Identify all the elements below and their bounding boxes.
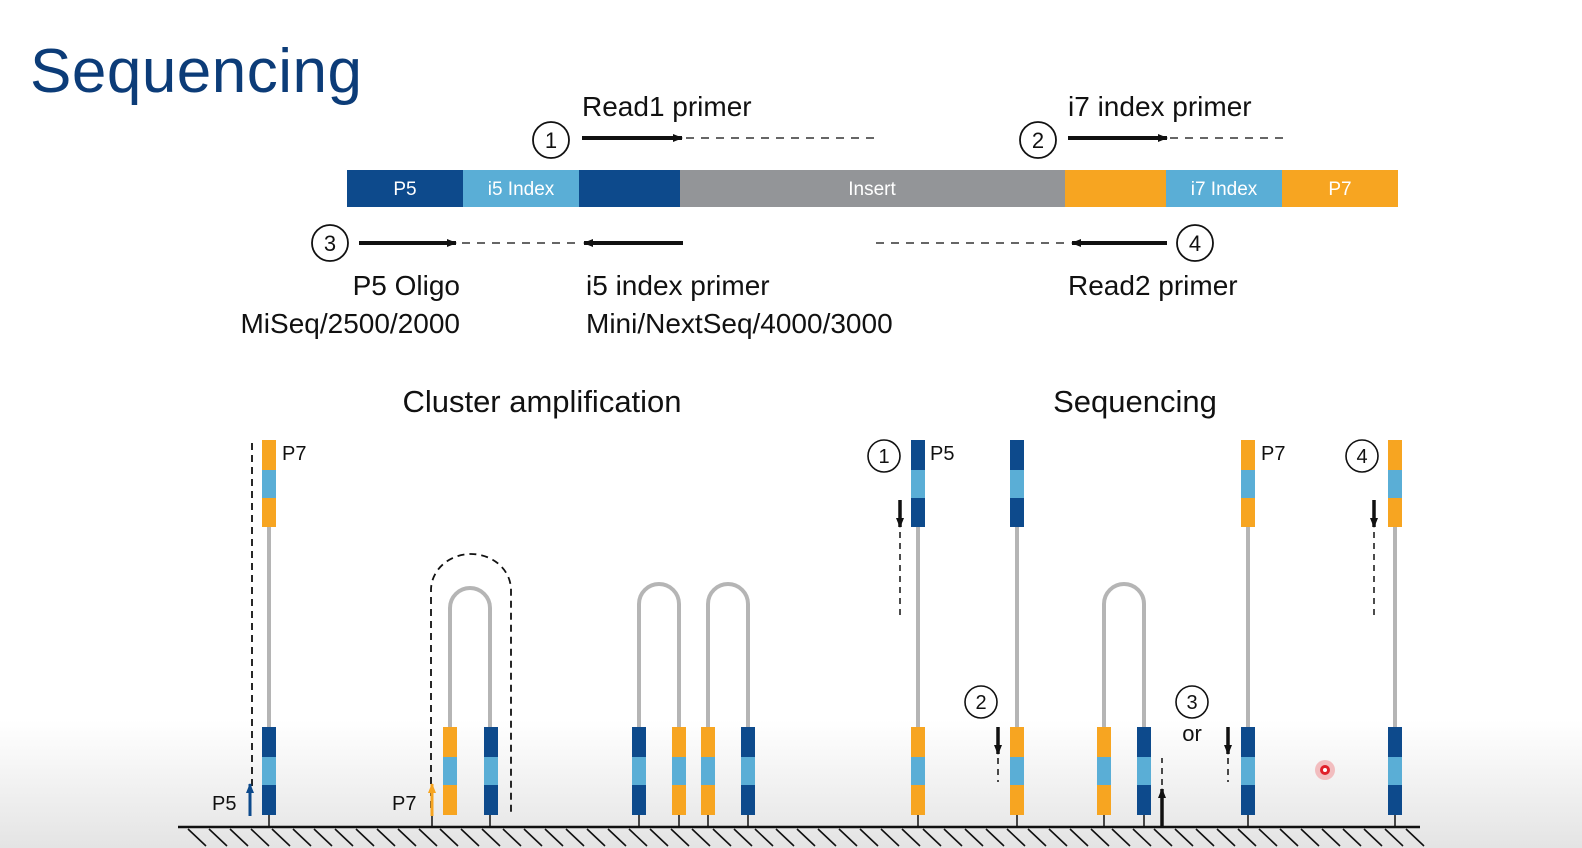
slide-title: Sequencing — [30, 37, 363, 106]
p7-segment — [1282, 170, 1398, 207]
p5-oligo-primer: 3 P5 Oligo MiSeq/2500/2000 i5 index prim… — [240, 224, 893, 339]
cluster-amplification-heading: Cluster amplification — [402, 384, 681, 419]
library-construct: P5 i5 Index Insert i7 Index P7 — [347, 170, 1398, 207]
sequencing-heading: Sequencing — [1053, 384, 1217, 419]
p5-anchor-label: P5 — [212, 793, 236, 815]
i7-index-segment — [1166, 170, 1282, 207]
cluster-strand-single: P7 P5 — [212, 440, 306, 827]
double-bridge — [632, 582, 755, 827]
step3-number: 3 — [1186, 692, 1197, 714]
sequencing-step-1: 1 P5 — [867, 439, 954, 827]
read2-primer-label: Read2 primer — [1068, 270, 1238, 301]
sequencing-step-2: 2 — [964, 440, 1024, 827]
i7-number: 2 — [1032, 128, 1044, 153]
p5-oligo-number: 3 — [324, 231, 336, 256]
p5-oligo-label: P5 Oligo — [353, 270, 460, 301]
sequencing-step-3-alt: 3 or P7 — [1175, 440, 1285, 827]
step1-p5-label: P5 — [930, 443, 954, 465]
read1-number: 1 — [545, 128, 557, 153]
laser-pointer-dot — [1315, 760, 1335, 780]
flow-cell-surface — [178, 825, 1425, 847]
or-label: or — [1182, 721, 1202, 746]
i5-index-segment-label: i5 Index — [488, 179, 555, 200]
p7-segment-label: P7 — [1328, 179, 1351, 200]
read2-primer: 4 Read2 primer — [876, 224, 1238, 301]
p7-anchor-label: P7 — [392, 793, 416, 815]
i5-index-segment — [463, 170, 579, 207]
read1-primer-site — [579, 170, 680, 207]
read1-primer: 1 Read1 primer — [532, 91, 880, 159]
i7-number-circle — [1019, 121, 1057, 159]
step4-number: 4 — [1356, 446, 1367, 468]
i7-primer-label: i7 index primer — [1068, 91, 1252, 122]
insert-segment — [680, 170, 1065, 207]
insert-segment-label: Insert — [848, 179, 896, 200]
p5-oligo-number-circle — [311, 224, 349, 262]
read2-number-circle — [1176, 224, 1214, 262]
read1-primer-label: Read1 primer — [582, 91, 752, 122]
step3-p7-label: P7 — [1261, 443, 1285, 465]
read2-number: 4 — [1189, 231, 1201, 256]
read2-primer-site — [1065, 170, 1166, 207]
i5-primer-instruments: Mini/NextSeq/4000/3000 — [586, 308, 893, 339]
i7-index-segment-label: i7 Index — [1191, 179, 1258, 200]
p5-segment-label: P5 — [393, 179, 416, 200]
bridge-amplification: P7 — [392, 553, 512, 827]
read1-number-circle — [532, 121, 570, 159]
p7-label: P7 — [282, 443, 306, 465]
i7-index-primer: 2 i7 index primer — [1019, 91, 1285, 159]
step2-number: 2 — [975, 692, 986, 714]
p5-segment — [347, 170, 463, 207]
p5-oligo-instruments: MiSeq/2500/2000 — [240, 308, 460, 339]
bridge-extension-dashed — [430, 553, 512, 812]
step1-number: 1 — [878, 446, 889, 468]
sequencing-step-3 — [1097, 582, 1166, 827]
i5-primer-label: i5 index primer — [586, 270, 770, 301]
sequencing-step-4: 4 — [1345, 439, 1402, 827]
